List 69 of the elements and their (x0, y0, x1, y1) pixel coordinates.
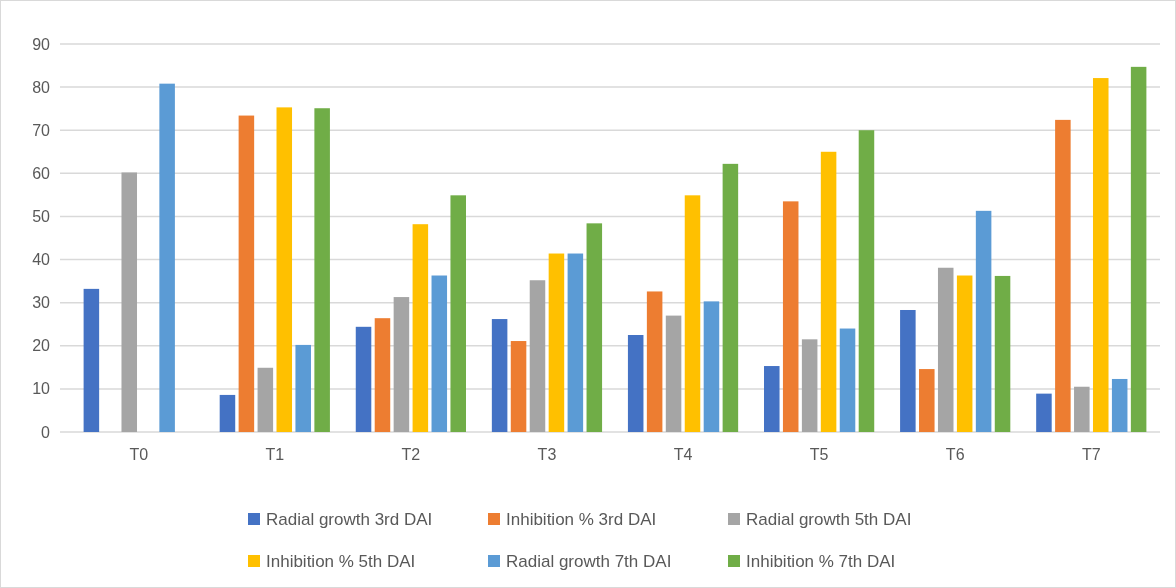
bar (919, 369, 935, 432)
bar (994, 275, 1011, 432)
y-tick-label: 80 (32, 78, 51, 96)
x-tick-label: T1 (265, 446, 285, 463)
y-tick-label: 20 (32, 337, 51, 355)
bar (355, 326, 372, 432)
y-tick-label: 40 (32, 251, 51, 269)
bar (1092, 78, 1109, 432)
bar (975, 210, 992, 432)
bar (646, 291, 663, 432)
bar (548, 253, 565, 432)
bar (491, 319, 508, 432)
bar (510, 341, 527, 432)
bar (121, 172, 138, 432)
bar (219, 394, 236, 432)
bar (937, 267, 954, 432)
x-tick-label: T3 (537, 446, 557, 463)
y-tick-label: 50 (32, 208, 51, 226)
y-tick-label: 70 (32, 121, 51, 139)
bar (900, 310, 916, 432)
x-tick-label: T0 (129, 446, 149, 463)
bar (586, 223, 603, 432)
bar (665, 315, 682, 432)
bar (412, 224, 429, 432)
bar (393, 297, 410, 432)
bar (567, 253, 584, 432)
bar (839, 328, 856, 432)
bar (159, 83, 175, 432)
bar (627, 335, 644, 432)
bar (1130, 66, 1147, 432)
bar (764, 366, 780, 432)
bar (529, 280, 546, 432)
bar (431, 275, 448, 432)
bar (374, 318, 391, 432)
bar (703, 301, 720, 432)
bar (722, 163, 739, 432)
legend-label: Radial growth 7th DAI (506, 551, 672, 571)
y-tick-label: 30 (32, 294, 51, 312)
bar (956, 275, 973, 432)
bar (276, 107, 293, 432)
legend-label: Radial growth 3rd DAI (266, 509, 433, 529)
bar (257, 367, 274, 432)
x-tick-label: T7 (1081, 446, 1101, 463)
y-tick-label: 10 (32, 380, 51, 398)
bar (450, 195, 466, 432)
legend-label: Inhibition % 7th DAI (746, 551, 896, 571)
legend-label: Inhibition % 3rd DAI (506, 509, 657, 529)
bar (1074, 386, 1090, 432)
y-tick-label: 0 (41, 423, 51, 441)
x-tick-label: T2 (401, 446, 421, 463)
bar (295, 344, 311, 432)
bar (314, 108, 330, 432)
bar (1055, 119, 1071, 432)
bar (858, 130, 875, 432)
x-tick-label: T5 (809, 446, 829, 463)
y-tick-label: 60 (32, 164, 51, 182)
bar (83, 288, 100, 432)
legend-label: Inhibition % 5th DAI (266, 551, 416, 571)
x-tick-label: T4 (673, 446, 693, 463)
legend-label: Radial growth 5th DAI (746, 509, 912, 529)
y-tick-label: 90 (32, 35, 51, 53)
x-tick-label: T6 (945, 446, 965, 463)
bar (820, 151, 837, 432)
bar (1111, 378, 1128, 432)
bar (1036, 393, 1052, 432)
bar (238, 115, 255, 432)
bar (684, 195, 701, 432)
bar (782, 201, 799, 432)
bar (801, 339, 818, 432)
